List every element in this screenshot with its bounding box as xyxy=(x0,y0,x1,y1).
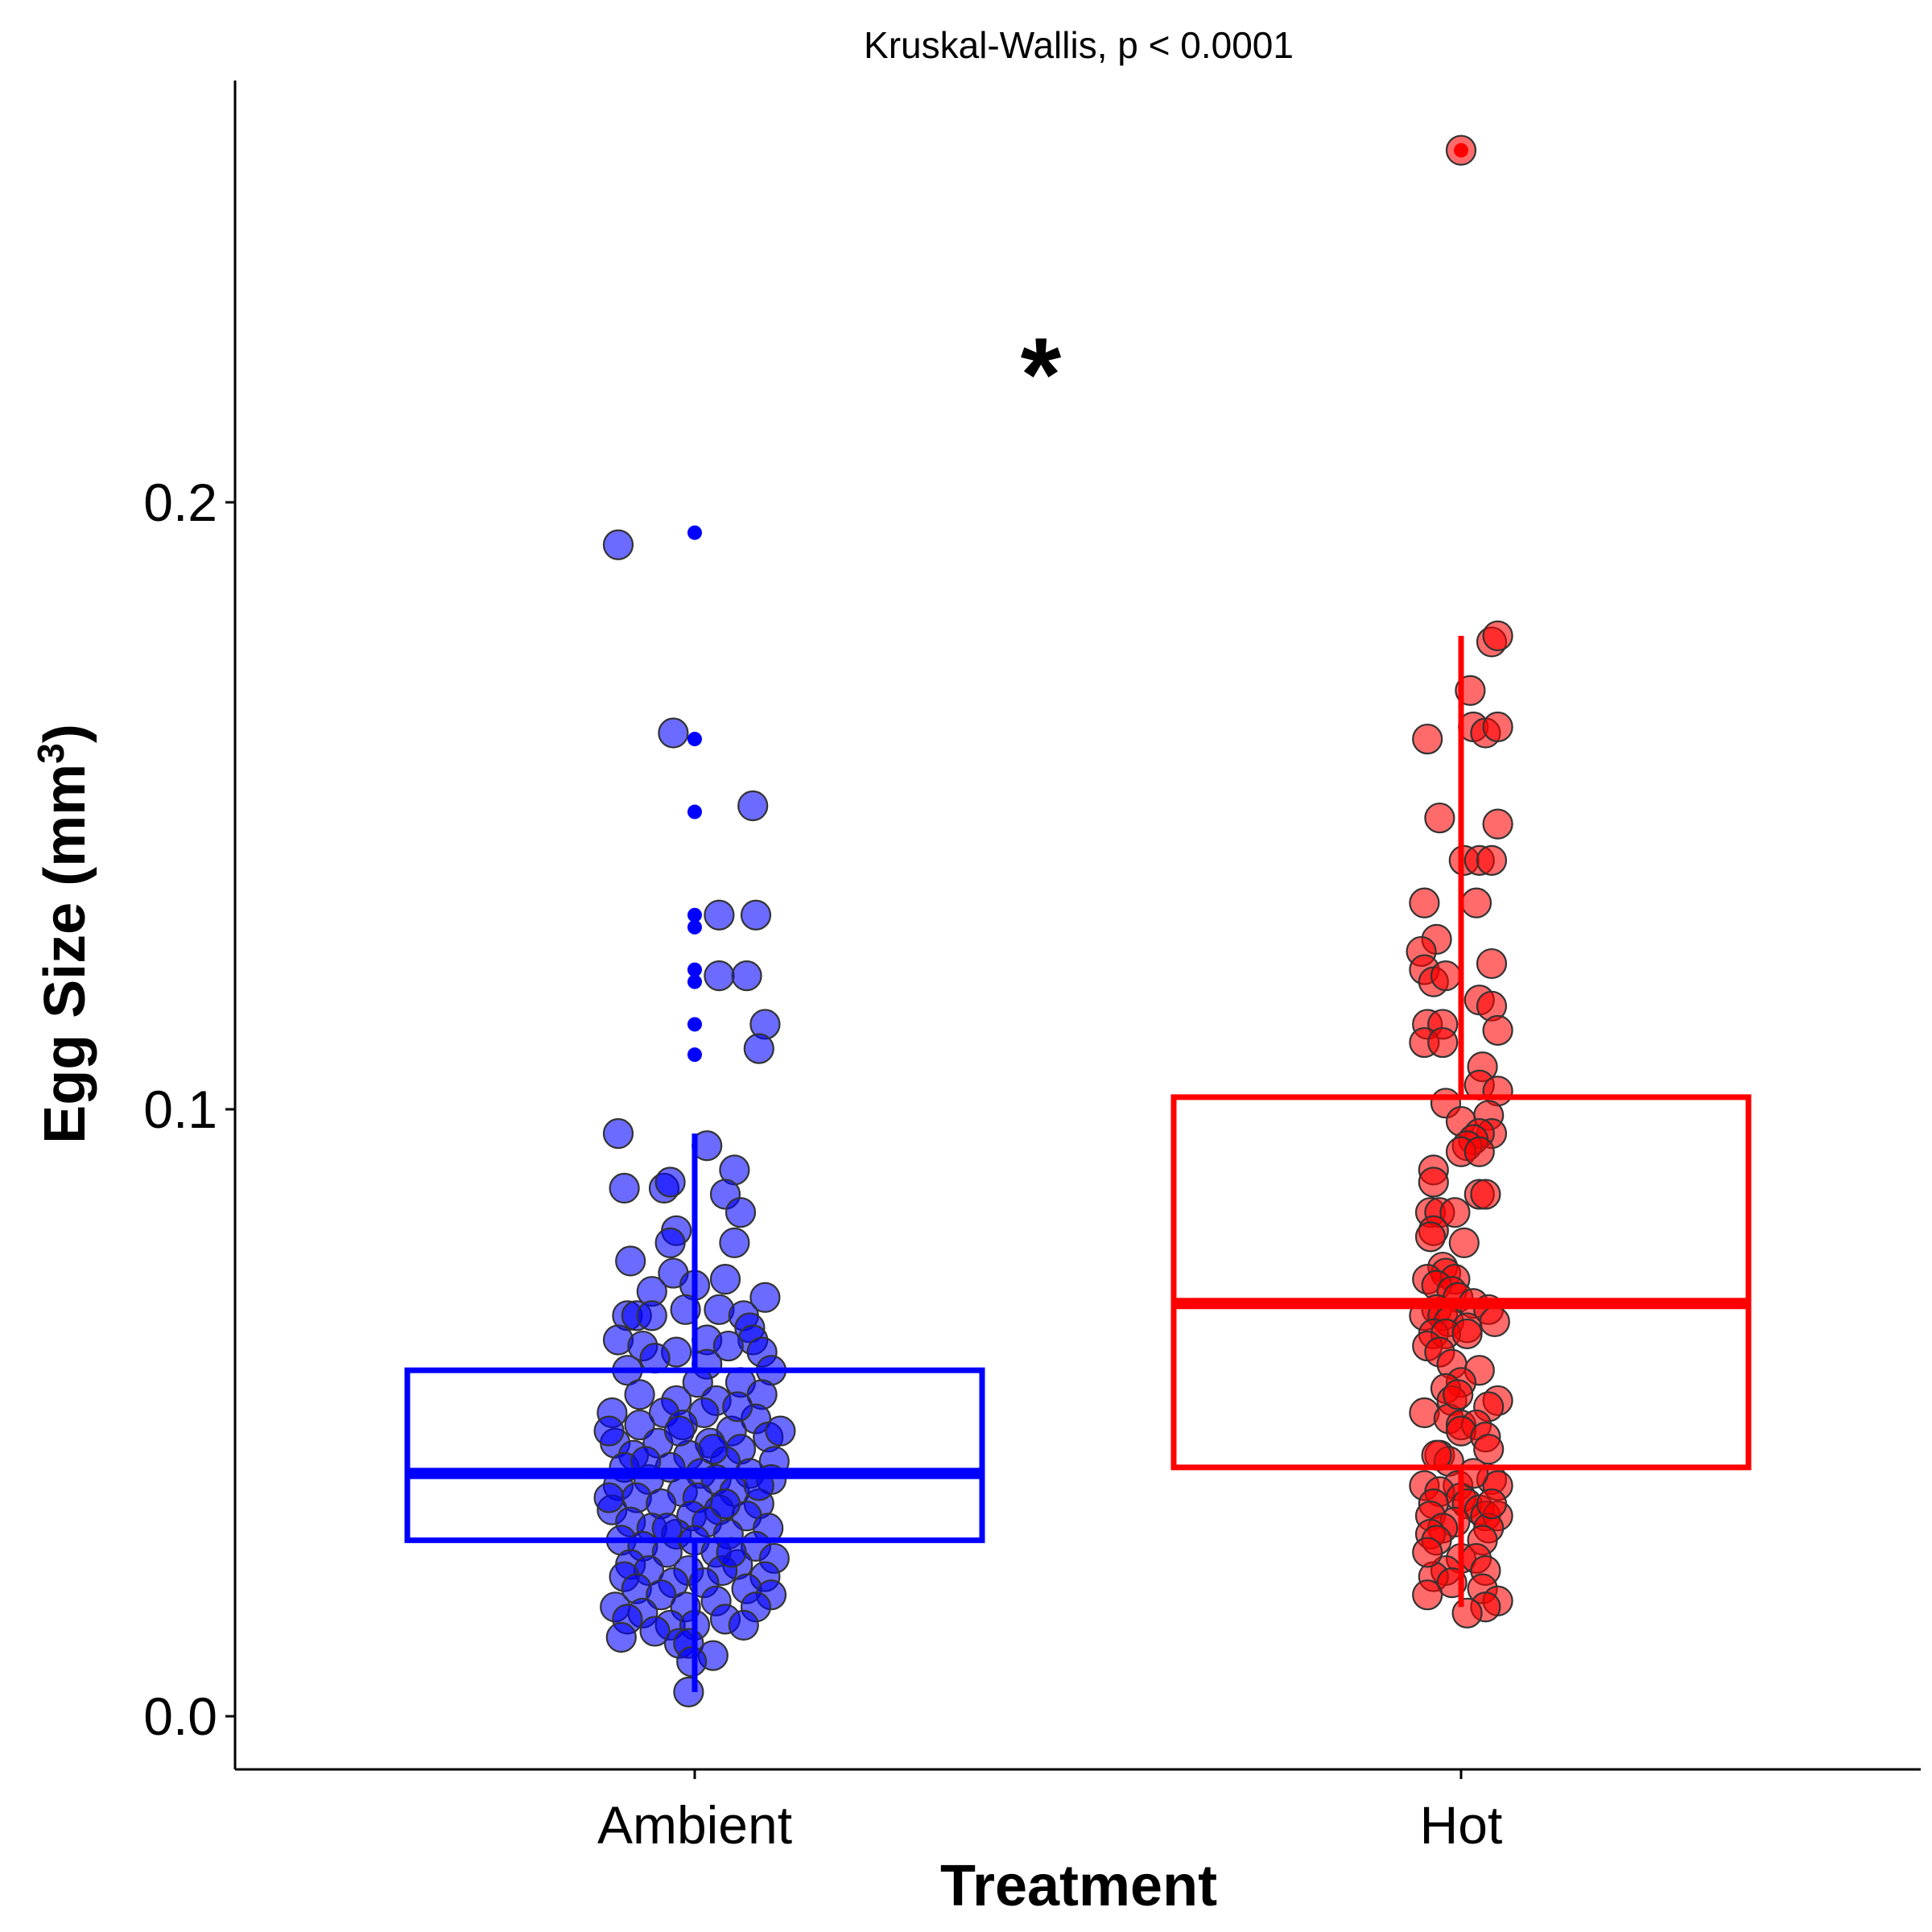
data-point xyxy=(731,960,762,992)
y-axis-title-close: ) xyxy=(33,724,97,743)
outlier-point xyxy=(687,907,702,923)
data-point xyxy=(624,1409,655,1441)
data-point xyxy=(1418,1166,1449,1198)
data-point xyxy=(1412,723,1443,755)
data-point xyxy=(1476,844,1508,876)
y-axis-title-superscript: 3 xyxy=(30,743,72,764)
box-iqr xyxy=(1170,1094,1752,1471)
data-point xyxy=(1424,802,1455,834)
data-point xyxy=(1414,1221,1447,1253)
data-point xyxy=(636,1300,667,1331)
data-point xyxy=(743,1033,774,1064)
data-point xyxy=(602,1118,634,1150)
data-point xyxy=(1482,711,1513,743)
data-point xyxy=(1482,808,1513,840)
data-point xyxy=(1476,947,1508,980)
outlier-point xyxy=(1454,142,1468,158)
outlier-point xyxy=(687,1017,702,1032)
data-point xyxy=(749,1282,781,1313)
data-point xyxy=(765,1415,796,1447)
data-point xyxy=(740,899,772,931)
y-tick-label: 0.1 xyxy=(143,1080,217,1139)
boxes-layer xyxy=(404,142,1752,1692)
outlier-point xyxy=(687,732,702,747)
data-point xyxy=(704,899,735,931)
outlier-point xyxy=(687,974,702,989)
data-point xyxy=(728,1609,759,1641)
x-axis-title: Treatment xyxy=(940,1854,1217,1918)
y-tick-label: 0.0 xyxy=(143,1686,217,1746)
data-point xyxy=(639,1616,671,1647)
data-point xyxy=(697,1434,729,1465)
data-point xyxy=(1482,1014,1513,1046)
chart-subtitle: Kruskal-Wallis, p < 0.0001 xyxy=(864,24,1294,66)
data-point xyxy=(1476,1488,1508,1520)
data-point xyxy=(1470,1179,1501,1210)
x-ticks-layer: Ambient Hot xyxy=(597,1769,1502,1855)
data-point xyxy=(1451,1318,1483,1350)
data-point xyxy=(1439,1197,1471,1228)
data-point xyxy=(676,1646,708,1678)
data-point xyxy=(1427,1026,1459,1059)
data-point xyxy=(1473,1434,1505,1465)
significance-asterisk: * xyxy=(1021,316,1062,433)
data-point xyxy=(1460,887,1492,919)
data-point xyxy=(737,790,769,822)
data-point xyxy=(673,1676,704,1707)
data-point xyxy=(646,1579,677,1611)
data-point xyxy=(654,1227,686,1258)
data-point xyxy=(709,1264,741,1295)
data-point xyxy=(1412,1537,1443,1568)
data-point xyxy=(1412,1579,1443,1611)
data-point xyxy=(1448,1227,1480,1258)
y-axis-title-main: Egg Size (mm xyxy=(33,764,97,1144)
x-tick-label: Hot xyxy=(1420,1795,1503,1855)
data-point xyxy=(609,1172,640,1204)
data-point xyxy=(605,1621,637,1653)
data-point xyxy=(1430,960,1462,992)
data-point xyxy=(602,529,634,560)
data-point xyxy=(1451,1597,1483,1629)
data-point xyxy=(709,1488,741,1520)
y-axis-title: Egg Size (mm3) xyxy=(30,724,97,1144)
data-point xyxy=(624,1379,655,1410)
y-tick-label: 0.2 xyxy=(143,473,217,532)
data-point xyxy=(663,1415,696,1447)
data-point xyxy=(722,1391,753,1422)
y-ticks-layer: 0.0 0.1 0.2 xyxy=(143,473,235,1746)
data-point xyxy=(1479,1306,1510,1338)
x-tick-label: Ambient xyxy=(597,1795,792,1855)
box-iqr xyxy=(404,1367,985,1543)
data-point xyxy=(658,717,689,749)
data-point xyxy=(1443,1379,1474,1410)
data-point xyxy=(712,1330,744,1362)
outlier-point xyxy=(687,804,702,819)
data-point xyxy=(719,1227,750,1258)
data-point xyxy=(1409,887,1440,919)
data-point xyxy=(654,1166,686,1198)
data-point xyxy=(593,1415,625,1447)
data-point xyxy=(1463,1136,1495,1167)
data-point xyxy=(615,1245,646,1277)
outlier-point xyxy=(687,525,702,540)
outlier-point xyxy=(687,919,702,935)
data-point xyxy=(593,1482,625,1513)
outlier-point xyxy=(687,1047,702,1063)
data-point xyxy=(724,1197,757,1228)
data-point xyxy=(704,960,735,992)
data-point xyxy=(1482,620,1513,651)
outlier-point xyxy=(687,962,702,977)
